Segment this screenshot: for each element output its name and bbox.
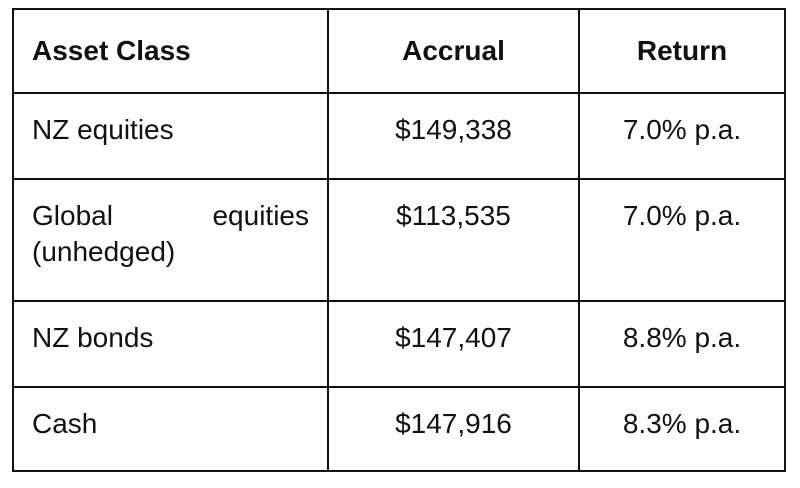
- table-cell: $149,338: [327, 92, 580, 180]
- table-row: NZ equities $149,338 7.0% p.a.: [12, 92, 786, 180]
- table-cell: Global equities (unhedged): [12, 178, 329, 302]
- table-row: Cash $147,916 8.3% p.a.: [12, 386, 786, 472]
- table-cell: 8.3% p.a.: [578, 386, 786, 472]
- table-cell: $147,407: [327, 300, 580, 388]
- table-cell: NZ equities: [12, 92, 329, 180]
- table-cell: NZ bonds: [12, 300, 329, 388]
- table-cell: $113,535: [327, 178, 580, 302]
- table-row: NZ bonds $147,407 8.8% p.a.: [12, 300, 786, 388]
- header-cell: Accrual: [327, 8, 580, 94]
- header-cell: Return: [578, 8, 786, 94]
- header-row: Asset Class Accrual Return: [12, 8, 786, 94]
- asset-table: Asset Class Accrual Return NZ equities $1…: [12, 8, 786, 472]
- table-cell: $147,916: [327, 386, 580, 472]
- table-cell: 7.0% p.a.: [578, 178, 786, 302]
- table-cell: Cash: [12, 386, 329, 472]
- table-head: Asset Class Accrual Return: [12, 8, 786, 94]
- table-cell: 7.0% p.a.: [578, 92, 786, 180]
- table-row: Global equities (unhedged) $113,535 7.0% p…: [12, 178, 786, 302]
- table-cell: 8.8% p.a.: [578, 300, 786, 388]
- table-body: NZ equities $149,338 7.0% p.a. Global equit…: [12, 92, 786, 472]
- header-cell: Asset Class: [12, 8, 329, 94]
